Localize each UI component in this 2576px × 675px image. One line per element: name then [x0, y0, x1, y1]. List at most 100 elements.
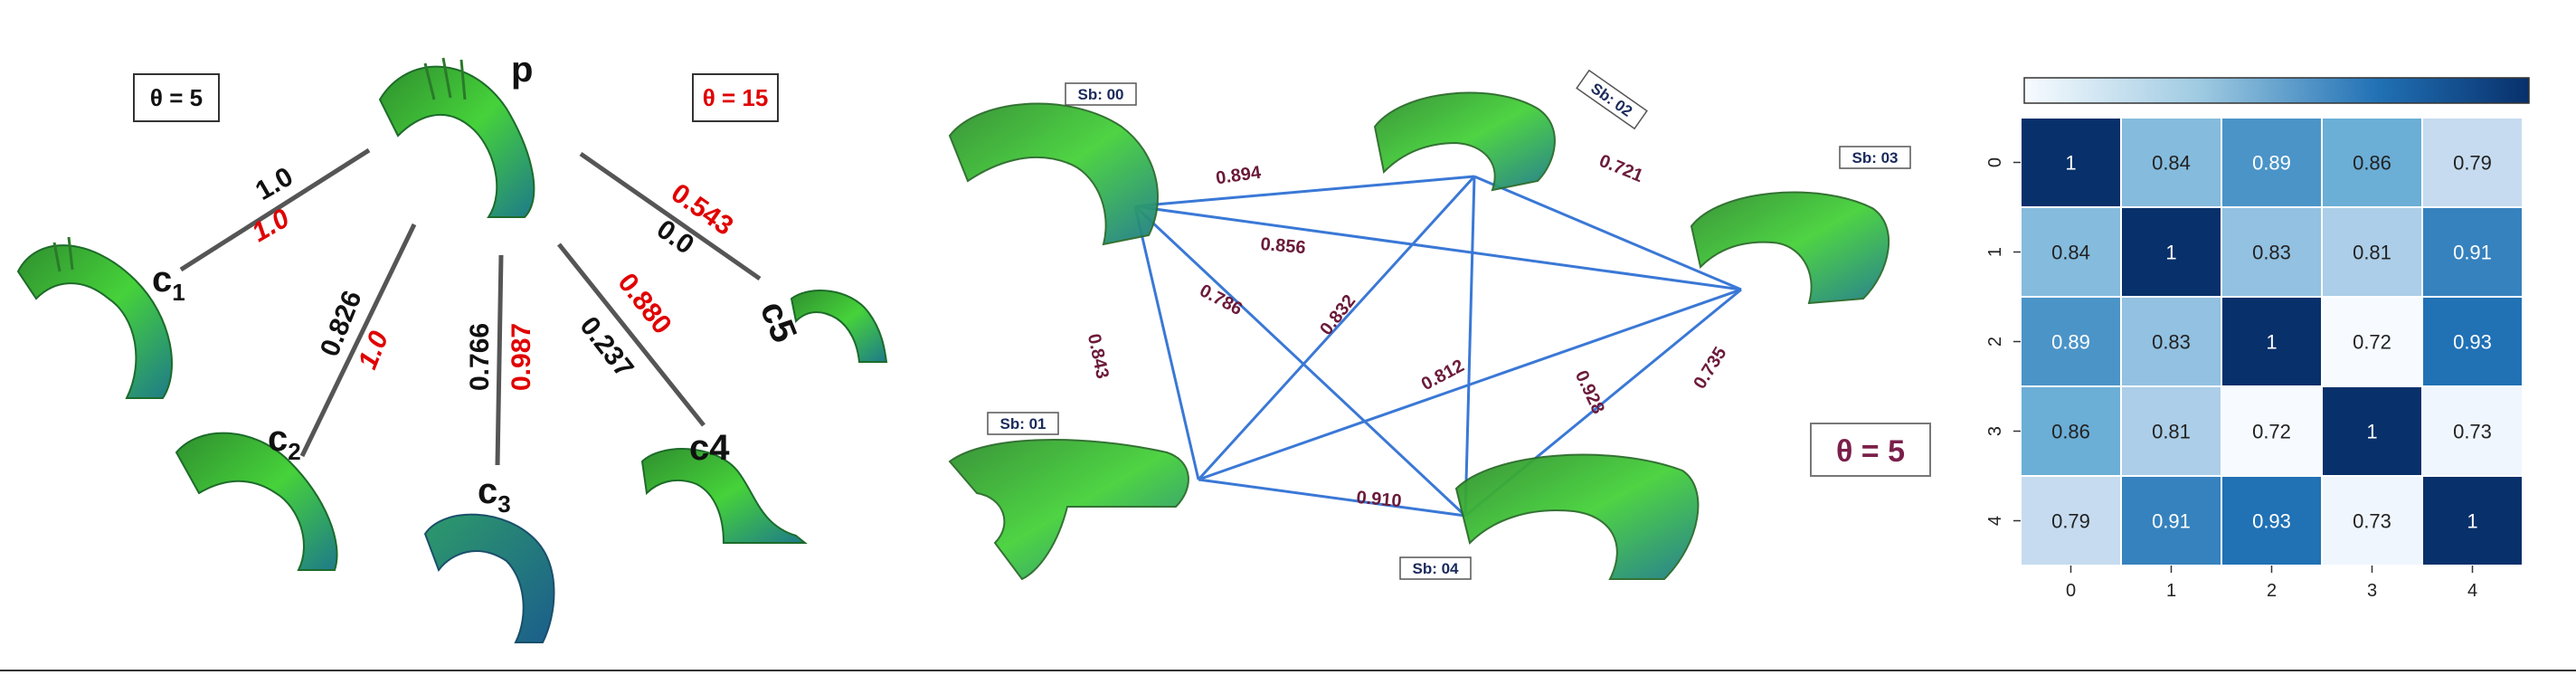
heatmap-cell-2-3: [2321, 296, 2423, 387]
heatmap-cell-label-3-3: 1: [2366, 421, 2377, 443]
heatmap-cell-label-4-1: 0.91: [2152, 510, 2191, 533]
subject-03-label-box: Sb: 03: [1839, 146, 1911, 169]
theta-red-box: θ = 15: [692, 73, 779, 122]
heatmap-cell-label-2-1: 0.83: [2152, 331, 2191, 354]
subject-00-bundle-image: [948, 102, 1159, 246]
heatmap-cell-label-0-0: 1: [2065, 152, 2076, 175]
subject-01-bundle-image: [948, 439, 1189, 581]
edge-weight-sb2-sb4: 0.928: [1571, 367, 1608, 417]
heatmap-cell-label-2-3: 0.72: [2353, 331, 2391, 354]
subject-04-label-box: Sb: 04: [1399, 556, 1472, 580]
y-tick-label: 0: [1985, 157, 2005, 167]
edge-weight-sb0-sb2: 0.894: [1215, 163, 1263, 189]
x-tick-label: 1: [2166, 581, 2176, 601]
edge-sb2-sb3: [1473, 175, 1742, 291]
edge-weight-sb1-sb4: 0.910: [1356, 488, 1403, 511]
y-tick-label: 4: [1985, 516, 2005, 526]
edge-sb1-sb2: [1197, 175, 1476, 481]
y-tick-label: 2: [1985, 337, 2005, 347]
edge-sb2-sb4: [1463, 176, 1476, 517]
heatmap-cell-label-2-0: 0.89: [2051, 331, 2090, 354]
heatmap-cell-label-1-3: 0.81: [2353, 242, 2391, 264]
child-c5-score-black: 0.0: [651, 214, 699, 261]
heatmap-cell-label-1-4: 0.91: [2453, 242, 2492, 264]
heatmap-cell-0-1: [2120, 117, 2222, 208]
bottom-divider: [0, 670, 2576, 671]
heatmap-cell-label-2-2: 1: [2266, 331, 2277, 354]
heatmap-cell-label-1-0: 0.84: [2051, 242, 2090, 264]
colorbar: [2023, 77, 2530, 104]
theta-black-box: θ = 5: [133, 73, 220, 122]
heatmap-cell-label-1-1: 1: [2165, 242, 2176, 264]
heatmap-cell-4-1: [2120, 475, 2222, 566]
edge-weight-sb2-sb3: 0.721: [1596, 151, 1646, 186]
subject-01-label: Sb: 01: [999, 415, 1046, 433]
heatmap-cell-label-4-2: 0.93: [2252, 510, 2291, 533]
theta-box-middle: θ = 5: [1810, 423, 1931, 477]
parent-bundle-image: p: [378, 50, 535, 218]
edge-p-c4: [557, 242, 706, 427]
heatmap-cell-4-4: [2421, 475, 2524, 566]
edge-p-c2: [299, 223, 417, 458]
heatmap-cell-label-3-1: 0.81: [2152, 421, 2191, 443]
edge-p-c5: [579, 151, 762, 281]
heatmap-cell-1-4: [2421, 206, 2524, 298]
subject-03-bundle-image: [1690, 191, 1890, 305]
child-c2-bundle-image: [175, 432, 338, 571]
heatmap-cell-1-0: [2020, 206, 2122, 298]
heatmap-cell-2-2: [2221, 296, 2323, 387]
heatmap-panel: 1 0.84 0.89 0.86 0.79 0.84 1 0.83 0.81 0.91 0.89 0.…: [1985, 77, 2530, 601]
child-c1-label: c1: [152, 260, 185, 306]
edge-p-c3: [495, 254, 504, 466]
child-c4-label: c4: [689, 428, 730, 468]
tree-edges: [179, 147, 762, 466]
edge-sb0-sb4: [1133, 204, 1467, 518]
subject-03-label: Sb: 03: [1852, 149, 1898, 166]
heatmap-cell-label-4-0: 0.79: [2051, 510, 2090, 533]
child-c2-label: c2: [268, 419, 301, 465]
y-tick-label: 1: [1985, 247, 2005, 257]
heatmap-cell-label-0-4: 0.79: [2453, 152, 2492, 175]
child-c1-bundle-image: [16, 236, 173, 399]
left-panel: θ = 5 θ = 15 p c1 1.0 1.0: [16, 50, 888, 643]
child-c3-bundle-image: [423, 513, 555, 643]
heatmap-cell-3-4: [2421, 385, 2524, 477]
subject-02-bundle-image: [1373, 91, 1556, 192]
child-c3-label: c3: [478, 471, 511, 518]
heatmap-x-ticks: 0 1 2 3 4: [2066, 566, 2477, 601]
parent-label: p: [511, 50, 533, 90]
edge-sb0-sb2: [1134, 175, 1475, 208]
theta-red-label: θ = 15: [703, 84, 769, 111]
heatmap-cell-1-2: [2221, 206, 2323, 298]
heatmap-cell-label-1-2: 0.83: [2252, 242, 2291, 264]
x-tick-label: 0: [2066, 581, 2076, 601]
x-tick-label: 2: [2267, 581, 2277, 601]
child-c5-bundle-image: [790, 290, 888, 363]
subject-01-label-box: Sb: 01: [987, 412, 1059, 435]
heatmap-cell-3-1: [2120, 385, 2222, 477]
middle-panel: 0.8940.8560.7860.8430.8320.8120.9100.721…: [948, 69, 1931, 581]
edge-weight-sb1-sb2: 0.832: [1316, 291, 1359, 339]
edge-p-c1: [179, 147, 371, 272]
heatmap-cell-label-3-0: 0.86: [2051, 421, 2090, 443]
heatmap-cell-label-4-4: 1: [2467, 510, 2477, 533]
x-tick-label: 4: [2467, 581, 2477, 601]
y-tick-label: 3: [1985, 426, 2005, 436]
edge-weight-sb0-sb1: 0.843: [1084, 332, 1113, 381]
theta-middle-label: θ = 5: [1836, 434, 1905, 469]
heatmap-cell-label-4-3: 0.73: [2353, 510, 2391, 533]
child-c1-score-red: 1.0: [247, 203, 295, 248]
heatmap-cell-3-3: [2321, 385, 2423, 477]
child-c4-score-black: 0.237: [573, 311, 639, 383]
subject-00-label: Sb: 00: [1077, 86, 1123, 103]
edge-sb0-sb1: [1133, 205, 1200, 480]
edge-sb0-sb3: [1134, 204, 1742, 291]
child-c4-score-red: 0.880: [611, 268, 677, 339]
child-c3-score-red: 0.987: [507, 323, 536, 391]
heatmap-y-ticks: 0 1 2 3 4: [1985, 157, 2021, 526]
edge-weight-sb3-sb4: 0.735: [1690, 344, 1730, 393]
x-tick-label: 3: [2367, 581, 2377, 601]
heatmap-cell-label-0-3: 0.86: [2353, 152, 2391, 175]
heatmap-cell-label-0-2: 0.89: [2252, 152, 2291, 175]
